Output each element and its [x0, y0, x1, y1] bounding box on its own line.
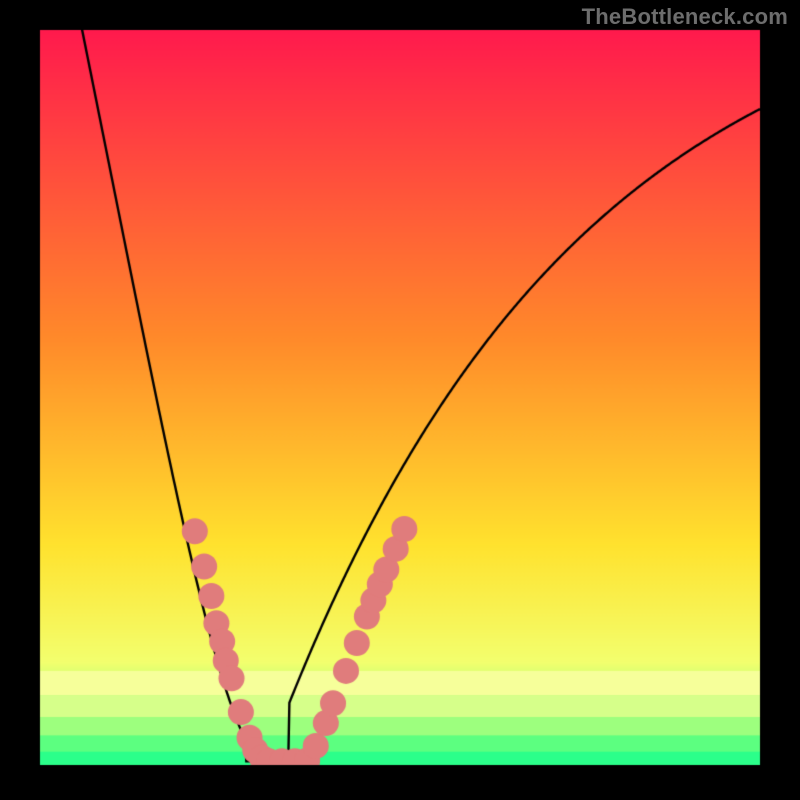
chart-container: TheBottleneck.com [0, 0, 800, 800]
bottleneck-chart-canvas [0, 0, 800, 800]
watermark-text: TheBottleneck.com [582, 4, 788, 30]
